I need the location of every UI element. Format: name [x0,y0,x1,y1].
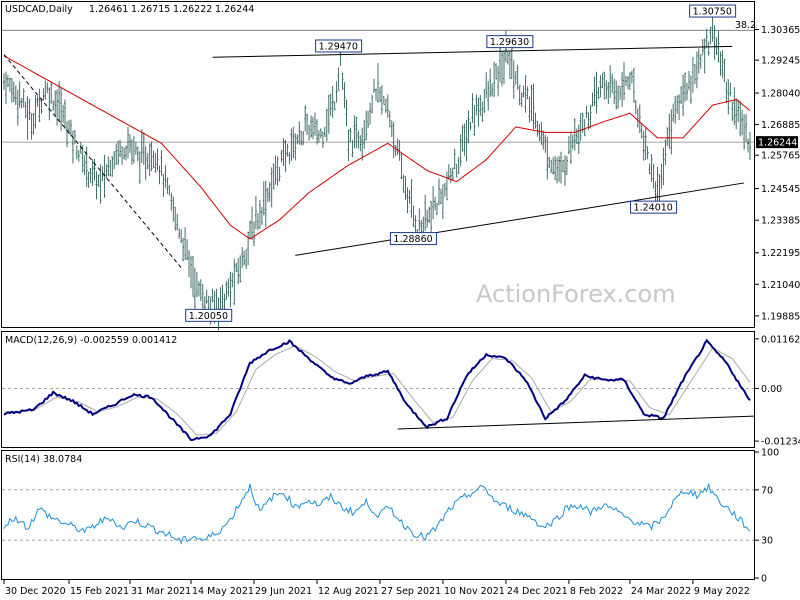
price-annotation-label: 1.24010 [634,203,673,214]
y-tick-label: 1.23385 [761,216,800,227]
price-annotations: 1.30750 1.29470 1.29630 1.28860 1.24010 1.200… [185,4,737,322]
price-annotation-box [315,39,363,53]
y-tick-label: 0.011629 [761,334,800,345]
moving-average-path [3,55,751,240]
macd-panel-frame [1,331,755,448]
y-tick-label: 0 [761,574,767,585]
macd-lines [3,338,754,442]
x-tick-label: 30 Dec 2020 [5,586,66,597]
y-tick-label: 1.19885 [761,311,800,322]
y-tick-label: 1.28040 [761,89,800,100]
macd-support-line [397,415,754,430]
x-tick-label: 24 Mar 2022 [631,586,691,597]
macd-signal-path [3,345,751,436]
y-tick-label: 30 [761,536,773,547]
x-tick-label: 12 Aug 2021 [318,586,379,597]
price-annotation-label: 1.28860 [393,234,432,245]
rsi-panel-frame [1,450,755,580]
y-tick-label: 1.25765 [761,151,800,162]
rsi-y-axis: 100 70 30 0 [755,448,779,585]
x-tick-label: 31 Mar 2021 [131,586,191,597]
y-tick-label: 1.24545 [761,184,800,195]
y-tick-label: 0.00 [761,384,782,395]
x-tick-label: 15 Feb 2021 [70,586,129,597]
x-axis: 30 Dec 2020 15 Feb 2021 31 Mar 2021 14 May … [3,580,750,597]
trendlines [3,45,745,268]
macd-y-axis: 0.011629 0.00 -0.012348 [755,334,800,448]
fib-level-label: 38.2 [735,20,756,31]
price-annotation-label: 1.30750 [693,7,732,18]
y-tick-label: 100 [761,448,779,459]
price-annotation-label: 1.29470 [319,41,358,52]
price-annotation-box [486,35,534,49]
main-y-axis: 1.30365 1.29245 1.28040 1.26885 1.25765 1.245… [755,25,800,322]
y-tick-label: 1.30365 [761,25,800,36]
rsi-label: RSI(14) 38.0784 [5,454,82,465]
x-tick-label: 9 May 2022 [694,586,750,597]
x-tick-label: 24 Dec 2021 [507,586,568,597]
watermark-text: ActionForex.com [476,280,676,308]
x-tick-label: 29 Jun 2021 [255,586,312,597]
ohlc-high: 1.26715 [131,4,170,15]
price-annotation-box [185,308,233,322]
macd-label: MACD(12,26,9) -0.002559 0.001412 [5,335,177,346]
rsi-line [3,483,751,545]
y-tick-label: 1.26885 [761,120,800,131]
macd-main-path [3,338,751,442]
x-tick-label: 10 Nov 2021 [444,586,505,597]
price-annotation-box [389,232,437,246]
x-tick-label: 8 Feb 2022 [570,586,623,597]
price-annotation-box [689,4,737,18]
last-price-label: 1.26244 [758,138,797,149]
main-panel-frame [1,1,755,328]
price-annotation-label: 1.29630 [490,37,529,48]
main-symbol-label: USDCAD,Daily [5,4,73,15]
trendline [295,182,745,256]
y-tick-label: 70 [761,485,773,496]
y-tick-label: 1.22195 [761,248,800,259]
x-tick-label: 14 May 2021 [192,586,254,597]
ohlc-open: 1.26461 [89,4,128,15]
moving-average-line [3,55,751,240]
trendline [212,45,733,58]
x-tick-label: 27 Sep 2021 [381,586,441,597]
price-annotation-label: 1.20050 [189,311,228,322]
ohlc-low: 1.26222 [173,4,212,15]
y-tick-label: 1.21040 [761,280,800,291]
rsi-path [3,483,751,545]
price-annotation-box [630,200,678,214]
last-price-badge [756,136,798,149]
y-tick-label: -0.012348 [761,437,800,448]
y-tick-label: 1.29245 [761,56,800,67]
ohlc-close: 1.26244 [215,4,254,15]
